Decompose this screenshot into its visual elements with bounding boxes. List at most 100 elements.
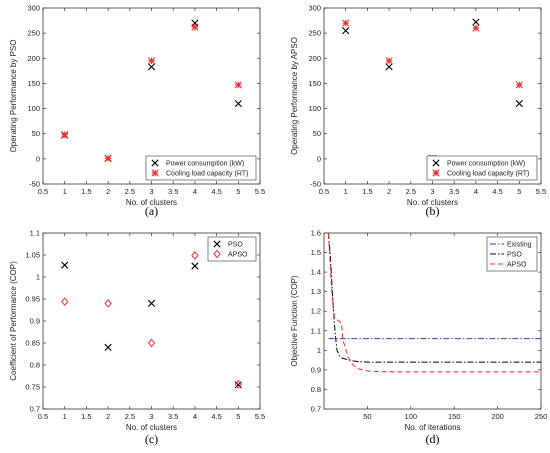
panel-label: (c) (145, 432, 158, 446)
point-x-1 (104, 343, 112, 351)
y-tick-label: 1.1 (30, 229, 40, 238)
legend: PSO APSO (207, 236, 257, 262)
legend-marker-1 (432, 169, 440, 177)
legend-marker-1 (151, 169, 159, 177)
series-line-1 (327, 233, 541, 363)
y-axis-label: Coefficient of Performance (COP) (9, 261, 18, 381)
legend: Power consumption (kW) Cooling load capac… (145, 155, 257, 181)
point-asterisk-1 (104, 154, 112, 162)
x-tick-label: 250 (535, 412, 548, 421)
point-x-3 (191, 262, 199, 270)
y-axis-label: Objective Function (COP) (290, 275, 299, 366)
x-tick-label: 3.5 (449, 187, 459, 196)
y-tick-label: 1.5 (311, 248, 321, 257)
point-asterisk-1 (385, 57, 393, 65)
y-tick-label: 100 (27, 104, 40, 113)
legend-label: Cooling load capacity (RT) (166, 171, 248, 178)
y-axis-label: Operating Performance by APSO (290, 37, 299, 155)
legend-label: Existing (507, 242, 532, 249)
x-tick-label: 2 (106, 412, 110, 421)
plot-marks (61, 251, 242, 389)
legend-marker-0 (432, 159, 440, 167)
point-x-2 (147, 63, 156, 71)
x-tick-label: 3.5 (168, 187, 178, 196)
point-asterisk-0 (61, 131, 69, 139)
y-tick-label: 1.2 (311, 307, 321, 316)
y-tick-label: 250 (308, 29, 321, 38)
y-tick-label: 1.05 (25, 251, 40, 260)
y-tick-label: 0 (36, 154, 40, 163)
point-x-0 (342, 27, 350, 35)
point-diamond-3 (191, 251, 199, 260)
panel-label: (a) (145, 204, 158, 218)
x-tick-label: 5.5 (255, 412, 265, 421)
y-axis-label: Operating Performance by PSO (9, 40, 18, 153)
point-asterisk-3 (472, 24, 480, 32)
x-tick-label: 4.5 (211, 412, 221, 421)
point-diamond-0 (61, 297, 69, 307)
x-tick-label: 1.5 (81, 187, 91, 196)
y-tick-label: 150 (308, 79, 321, 88)
point-asterisk-2 (147, 57, 156, 65)
plot-area (323, 7, 542, 185)
x-tick-label: 2.5 (125, 187, 135, 196)
plot-area (42, 232, 261, 410)
panel-label: (d) (426, 432, 440, 446)
y-tick-label: -50 (29, 180, 40, 189)
x-axis-label: No. of clusters (126, 198, 177, 207)
x-tick-label: 4 (193, 412, 197, 421)
x-tick-label: 2.5 (406, 187, 416, 196)
point-x-2 (147, 299, 156, 307)
legend-marker-1 (213, 249, 221, 259)
x-tick-label: 2 (387, 187, 391, 196)
x-tick-label: 5 (236, 412, 240, 421)
y-tick-label: 300 (27, 4, 40, 13)
chart-a: 0.5 1 1.5 2 2.5 3 3.5 4 4.5 5 5.5 -50 0 50 100 150 200 25… (9, 4, 265, 219)
x-tick-label: 1.5 (362, 187, 372, 196)
x-tick-label: 0.5 (319, 187, 329, 196)
legend-marker-0 (213, 240, 221, 248)
x-tick-label: 4.5 (492, 187, 502, 196)
y-tick-label: 1 (36, 273, 40, 282)
x-tick-label: 5 (517, 187, 521, 196)
plot-area (42, 7, 261, 185)
point-asterisk-3 (191, 23, 199, 31)
point-x-4 (234, 99, 242, 108)
y-tick-label: 200 (27, 54, 40, 63)
y-tick-label: 0.85 (25, 339, 40, 348)
y-tick-label: 100 (308, 104, 321, 113)
y-tick-label: 1.1 (311, 326, 321, 335)
panel-label: (b) (426, 204, 440, 218)
legend-label: APSO (507, 262, 527, 269)
legend-label: Cooling load capacity (RT) (447, 171, 529, 178)
chart-b: 0.5 1 1.5 2 2.5 3 3.5 4 4.5 5 5.5 -50 0 50 100 150 200 25… (290, 4, 546, 219)
x-tick-label: 1.5 (81, 412, 91, 421)
x-tick-label: 150 (448, 412, 461, 421)
x-tick-label: 50 (363, 412, 371, 421)
chart-c: 0.5 1 1.5 2 2.5 3 3.5 4 4.5 5 5.5 0.7 0.75 0.8 0.85 0.9… (9, 229, 265, 447)
y-tick-label: 0.8 (311, 385, 321, 394)
x-tick-label: 5 (236, 187, 240, 196)
y-tick-label: 0.8 (30, 361, 40, 370)
x-tick-label: 1 (344, 187, 348, 196)
point-x-3 (472, 18, 480, 26)
x-axis-label: No. of clusters (126, 423, 177, 432)
legend-label: PSO (228, 242, 243, 249)
legend-marker-0 (151, 159, 159, 167)
x-tick-label: 1 (63, 187, 67, 196)
legend-box (426, 155, 538, 181)
plot-marks (61, 19, 242, 162)
x-tick-label: 3.5 (168, 412, 178, 421)
legend-box (145, 155, 257, 181)
y-tick-label: 1.6 (311, 229, 321, 238)
y-tick-label: 1.3 (311, 287, 321, 296)
x-tick-label: 100 (405, 412, 418, 421)
point-asterisk-4 (515, 81, 523, 89)
point-diamond-1 (104, 299, 112, 308)
x-axis-label: No. of clusters (407, 198, 458, 207)
x-tick-label: 0.5 (38, 412, 48, 421)
x-tick-label: 3 (149, 187, 153, 196)
y-tick-label: 0.9 (311, 365, 321, 374)
y-tick-label: 150 (27, 79, 40, 88)
